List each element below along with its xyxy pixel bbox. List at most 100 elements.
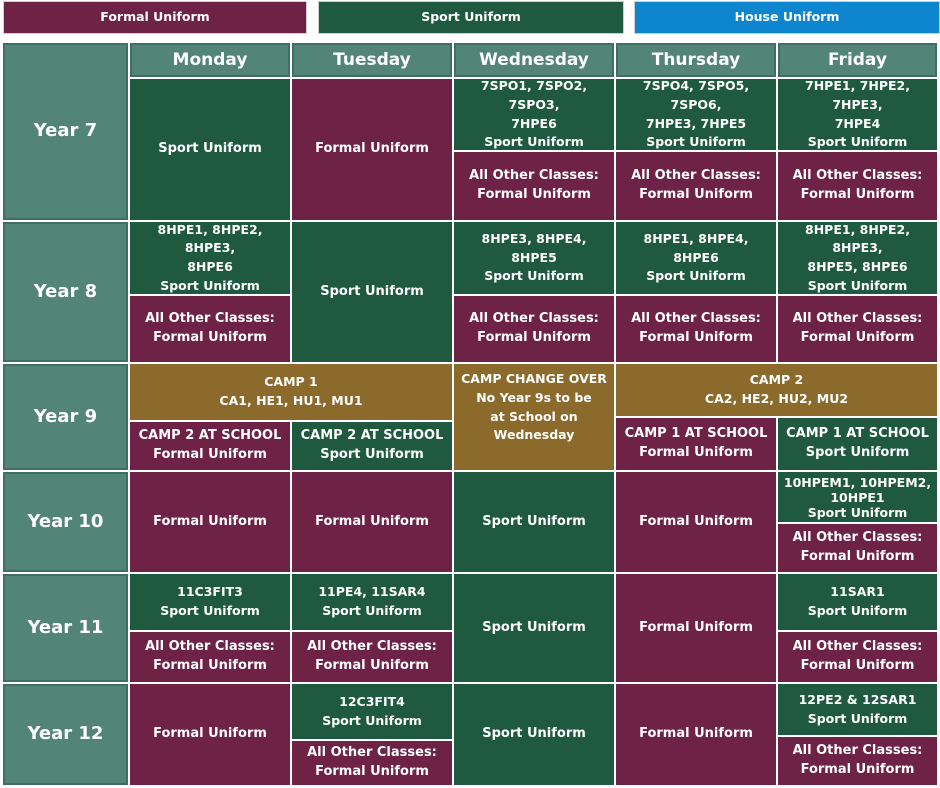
- all-other-label: All Other Classes: Formal Uniform: [631, 311, 761, 345]
- y8-mon-formal-cell: All Other Classes: Formal Uniform: [130, 296, 290, 362]
- y9-mon-cell: CAMP 2 AT SCHOOL Formal Uniform: [130, 422, 290, 470]
- camp-at-school-label: CAMP 1 AT SCHOOL: [786, 426, 929, 442]
- day-header-monday: Monday: [130, 43, 290, 77]
- y10-tue-cell: Formal Uniform: [292, 472, 452, 572]
- y8-thu-formal-cell: All Other Classes: Formal Uniform: [616, 296, 776, 362]
- y11-mon-sport-cell: 11C3FIT3 Sport Uniform: [130, 574, 290, 630]
- y11-tue-sport-cell: 11PE4, 11SAR4 Sport Uniform: [292, 574, 452, 630]
- uniform-label: Sport Uniform: [482, 726, 586, 742]
- y11-fri-sport-cell: 11SAR1 Sport Uniform: [778, 574, 937, 630]
- changeover-label: CAMP CHANGE OVER No Year 9s to be at Sch…: [461, 371, 607, 443]
- legend-sport-uniform: Sport Uniform: [318, 1, 624, 34]
- y12-mon-cell: Formal Uniform: [130, 684, 290, 785]
- all-other-label: All Other Classes: Formal Uniform: [792, 743, 923, 777]
- legend-formal-label: Formal Uniform: [100, 9, 210, 25]
- year-header-7: Year 7: [3, 43, 128, 220]
- all-other-label: All Other Classes: Formal Uniform: [145, 311, 275, 345]
- y8-mon-sport-cell: 8HPE1, 8HPE2, 8HPE3, 8HPE6 Sport Uniform: [130, 222, 290, 294]
- y7-mon-cell: Sport Uniform: [130, 79, 290, 220]
- day-label: Wednesday: [479, 49, 589, 70]
- y8-thu-sport-cell: 8HPE1, 8HPE4, 8HPE6 Sport Uniform: [616, 222, 776, 294]
- y9-camp2-banner: CAMP 2 CA2, HE2, HU2, MU2: [616, 364, 937, 416]
- y11-tue-formal-cell: All Other Classes: Formal Uniform: [292, 632, 452, 682]
- uniform-label: Formal Uniform: [639, 619, 753, 635]
- camp-at-school-label: CAMP 2 AT SCHOOL: [300, 428, 444, 444]
- all-other-label: All Other Classes: Formal Uniform: [469, 311, 599, 345]
- class-list: 8HPE3, 8HPE4, 8HPE5: [481, 230, 587, 265]
- y10-fri-sport-cell: 10HPEM1, 10HPEM2, 10HPE1 Sport Uniform: [778, 472, 937, 522]
- class-list: 11PE4, 11SAR4: [318, 584, 426, 600]
- y7-fri-sport-cell: 7HPE1, 7HPE2, 7HPE3, 7HPE4 Sport Uniform: [778, 78, 937, 150]
- uniform-label: Sport Uniform: [807, 603, 908, 618]
- year-label: Year 9: [33, 405, 98, 427]
- class-list: 8HPE1, 8HPE4, 8HPE6: [643, 230, 749, 265]
- y7-thu-sport-cell: 7SPO4, 7SPO5, 7SPO6, 7HPE3, 7HPE5 Sport U…: [616, 78, 776, 150]
- y12-thu-cell: Formal Uniform: [616, 684, 776, 785]
- legend-house-uniform: House Uniform: [634, 1, 940, 34]
- y11-wed-cell: Sport Uniform: [454, 574, 614, 682]
- y7-fri-formal-cell: All Other Classes: Formal Uniform: [778, 152, 937, 220]
- uniform-label: Sport Uniform: [807, 504, 908, 520]
- year-header-11: Year 11: [3, 574, 128, 682]
- year-header-8: Year 8: [3, 222, 128, 362]
- class-list: 7HPE1, 7HPE2, 7HPE3, 7HPE4: [805, 78, 910, 131]
- day-label: Tuesday: [333, 49, 411, 70]
- uniform-label: Sport Uniform: [807, 134, 908, 150]
- all-other-label: All Other Classes: Formal Uniform: [792, 530, 923, 564]
- uniform-label: Sport Uniform: [482, 619, 586, 635]
- uniform-label: Sport Uniform: [320, 283, 424, 299]
- y10-fri-formal-cell: All Other Classes: Formal Uniform: [778, 524, 937, 572]
- y9-camp1-banner: CAMP 1 CA1, HE1, HU1, MU1: [130, 364, 452, 420]
- year-label: Year 12: [27, 723, 104, 745]
- all-other-label: All Other Classes: Formal Uniform: [307, 639, 437, 673]
- y12-fri-formal-cell: All Other Classes: Formal Uniform: [778, 737, 937, 785]
- uniform-label: Sport Uniform: [807, 710, 908, 726]
- class-list: 7SPO1, 7SPO2, 7SPO3, 7HPE6: [480, 78, 588, 131]
- uniform-label: Sport Uniform: [160, 277, 260, 293]
- uniform-label: Formal Uniform: [153, 447, 267, 462]
- uniform-label: Formal Uniform: [639, 445, 753, 460]
- all-other-label: All Other Classes: Formal Uniform: [469, 168, 599, 202]
- class-list: 12PE2 & 12SAR1: [798, 691, 917, 707]
- class-list: 12C3FIT4: [339, 693, 405, 709]
- camp1-label: CAMP 1 CA1, HE1, HU1, MU1: [219, 374, 363, 408]
- y9-tue-cell: CAMP 2 AT SCHOOL Sport Uniform: [292, 422, 452, 470]
- y8-tue-cell: Sport Uniform: [292, 222, 452, 362]
- y9-thu-cell: CAMP 1 AT SCHOOL Formal Uniform: [616, 418, 776, 470]
- uniform-label: Sport Uniform: [322, 712, 422, 728]
- year-label: Year 8: [33, 280, 98, 302]
- year-label: Year 11: [27, 616, 104, 638]
- day-label: Friday: [828, 49, 887, 70]
- year-label: Year 10: [27, 510, 104, 532]
- all-other-label: All Other Classes: Formal Uniform: [631, 168, 761, 202]
- y7-thu-formal-cell: All Other Classes: Formal Uniform: [616, 152, 776, 220]
- y9-camp-changeover: CAMP CHANGE OVER No Year 9s to be at Sch…: [454, 364, 614, 470]
- uniform-label: Sport Uniform: [646, 268, 746, 284]
- y11-mon-formal-cell: All Other Classes: Formal Uniform: [130, 632, 290, 682]
- class-list: 8HPE1, 8HPE2, 8HPE3, 8HPE6: [157, 221, 263, 275]
- y8-wed-sport-cell: 8HPE3, 8HPE4, 8HPE5 Sport Uniform: [454, 222, 614, 294]
- y7-wed-sport-cell: 7SPO1, 7SPO2, 7SPO3, 7HPE6 Sport Uniform: [454, 78, 614, 150]
- day-header-wednesday: Wednesday: [454, 43, 614, 77]
- uniform-label: Formal Uniform: [153, 726, 267, 742]
- uniform-label: Sport Uniform: [320, 447, 424, 462]
- class-list: 8HPE1, 8HPE2, 8HPE3, 8HPE5, 8HPE6: [805, 221, 910, 275]
- y11-thu-cell: Formal Uniform: [616, 574, 776, 682]
- uniform-label: Sport Uniform: [484, 134, 584, 150]
- year-header-12: Year 12: [3, 684, 128, 785]
- legend-sport-label: Sport Uniform: [421, 9, 521, 25]
- uniform-label: Sport Uniform: [158, 141, 262, 157]
- y10-wed-cell: Sport Uniform: [454, 472, 614, 572]
- day-label: Monday: [172, 49, 248, 70]
- y8-fri-formal-cell: All Other Classes: Formal Uniform: [778, 296, 937, 362]
- uniform-label: Sport Uniform: [646, 134, 746, 150]
- class-list: 10HPEM1, 10HPEM2, 10HPE1: [783, 474, 932, 505]
- camp-at-school-label: CAMP 2 AT SCHOOL: [138, 428, 282, 444]
- day-header-tuesday: Tuesday: [292, 43, 452, 77]
- uniform-label: Sport Uniform: [805, 445, 910, 460]
- y12-wed-cell: Sport Uniform: [454, 684, 614, 785]
- all-other-label: All Other Classes: Formal Uniform: [145, 639, 275, 673]
- day-header-thursday: Thursday: [616, 43, 776, 77]
- uniform-label: Formal Uniform: [639, 726, 753, 742]
- y12-tue-formal-cell: All Other Classes: Formal Uniform: [292, 741, 452, 785]
